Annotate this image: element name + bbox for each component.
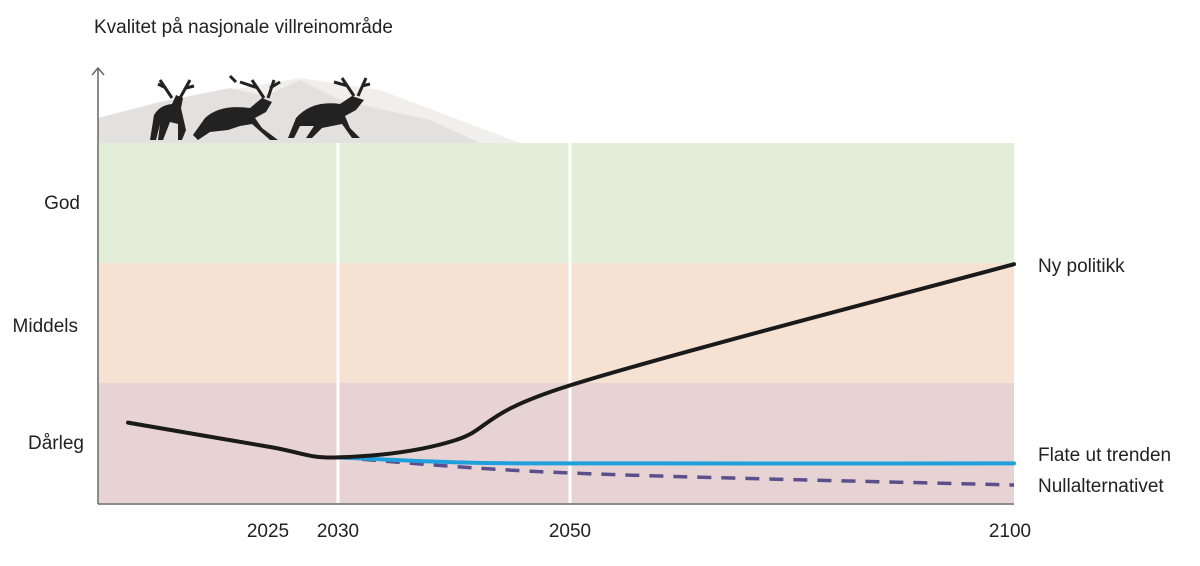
legend-ny-politikk: Ny politikk	[1038, 256, 1125, 277]
x-tick-2025: 2025	[247, 521, 289, 542]
y-axis	[91, 66, 105, 504]
series-flate-ut-trenden	[336, 455, 1016, 466]
x-tick-2050: 2050	[549, 521, 591, 542]
legend-nullalternativet: Nullalternativet	[1038, 476, 1164, 497]
band-god	[99, 143, 1014, 263]
chart-title: Kvalitet på nasjonale villreinområde	[94, 17, 393, 38]
reindeer-illustration	[150, 74, 371, 140]
y-label-middels: Middels	[13, 316, 78, 337]
y-label-god: God	[44, 193, 80, 214]
y-label-darleg: Dårleg	[28, 433, 84, 454]
x-tick-2100: 2100	[989, 521, 1031, 542]
x-tick-2030: 2030	[317, 521, 359, 542]
band-middels	[99, 263, 1014, 383]
series-ny-politikk	[126, 262, 1016, 460]
series-nullalternativet	[337, 455, 1015, 487]
legend-flate-ut-trenden: Flate ut trenden	[1038, 445, 1171, 466]
